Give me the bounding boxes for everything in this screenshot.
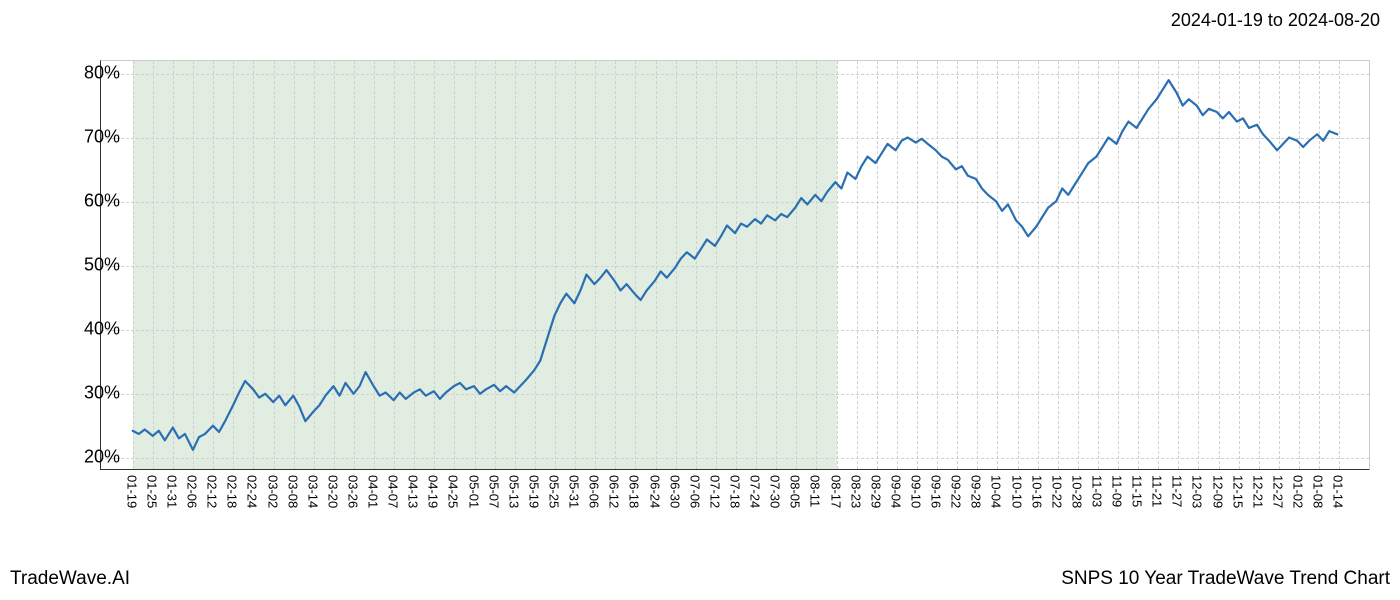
x-tick-label: 07-30	[768, 475, 783, 508]
y-tick-label: 20%	[60, 447, 120, 468]
x-tick-label: 08-23	[848, 475, 863, 508]
x-tick-label: 04-25	[446, 475, 461, 508]
y-tick-label: 60%	[60, 190, 120, 211]
x-tick-label: 11-09	[1110, 475, 1125, 507]
x-tick-label: 10-16	[1029, 475, 1044, 508]
trend-line	[133, 80, 1338, 450]
x-tick-label: 10-22	[1049, 475, 1064, 508]
x-tick-label: 02-24	[245, 475, 260, 508]
x-tick-label: 05-19	[526, 475, 541, 508]
x-tick-label: 05-31	[567, 475, 582, 508]
x-tick-label: 07-18	[728, 475, 743, 508]
x-tick-label: 01-25	[144, 475, 159, 508]
y-tick-label: 30%	[60, 383, 120, 404]
x-tick-label: 01-31	[164, 475, 179, 508]
date-range-label: 2024-01-19 to 2024-08-20	[1171, 10, 1380, 31]
y-tick-label: 80%	[60, 62, 120, 83]
x-tick-label: 08-05	[788, 475, 803, 508]
x-tick-label: 04-07	[386, 475, 401, 508]
x-tick-label: 09-10	[908, 475, 923, 508]
x-tick-label: 01-14	[1331, 475, 1346, 508]
x-tick-label: 11-21	[1150, 475, 1165, 507]
footer-brand: TradeWave.AI	[10, 568, 130, 590]
x-tick-label: 01-02	[1291, 475, 1306, 508]
x-tick-label: 06-24	[647, 475, 662, 508]
x-tick-label: 10-10	[1009, 475, 1024, 508]
x-tick-label: 04-01	[366, 475, 381, 508]
x-tick-label: 12-09	[1210, 475, 1225, 508]
x-tick-label: 04-13	[406, 475, 421, 508]
x-tick-label: 09-16	[929, 475, 944, 508]
x-tick-label: 11-03	[1089, 475, 1104, 507]
x-tick-label: 02-12	[205, 475, 220, 508]
x-tick-label: 06-30	[667, 475, 682, 508]
x-tick-label: 03-14	[305, 475, 320, 508]
trend-chart	[100, 60, 1370, 470]
x-tick-label: 08-29	[868, 475, 883, 508]
x-tick-label: 11-27	[1170, 475, 1185, 507]
x-tick-label: 10-28	[1069, 475, 1084, 508]
x-tick-label: 06-06	[587, 475, 602, 508]
x-tick-label: 07-06	[687, 475, 702, 508]
x-tick-label: 09-28	[969, 475, 984, 508]
x-tick-label: 12-27	[1270, 475, 1285, 508]
line-svg	[101, 61, 1369, 469]
x-tick-label: 10-04	[989, 475, 1004, 508]
x-tick-label: 07-24	[748, 475, 763, 508]
x-tick-label: 09-22	[949, 475, 964, 508]
y-tick-label: 40%	[60, 319, 120, 340]
x-tick-label: 02-06	[185, 475, 200, 508]
y-tick-label: 50%	[60, 255, 120, 276]
plot-region	[100, 60, 1370, 470]
x-tick-label: 06-18	[627, 475, 642, 508]
x-tick-label: 05-25	[547, 475, 562, 508]
x-tick-label: 08-11	[808, 475, 823, 507]
x-tick-label: 11-15	[1130, 475, 1145, 507]
x-tick-label: 03-02	[265, 475, 280, 508]
x-tick-label: 04-19	[426, 475, 441, 508]
x-tick-label: 07-12	[707, 475, 722, 508]
x-tick-label: 05-13	[506, 475, 521, 508]
x-tick-label: 02-18	[225, 475, 240, 508]
x-tick-label: 12-03	[1190, 475, 1205, 508]
x-tick-label: 03-20	[325, 475, 340, 508]
x-tick-label: 05-01	[466, 475, 481, 508]
x-tick-label: 01-19	[124, 475, 139, 508]
y-tick-label: 70%	[60, 126, 120, 147]
x-tick-label: 03-26	[345, 475, 360, 508]
x-tick-label: 08-17	[828, 475, 843, 508]
x-tick-label: 06-12	[607, 475, 622, 508]
x-tick-label: 12-21	[1250, 475, 1265, 508]
x-tick-label: 05-07	[486, 475, 501, 508]
x-tick-label: 03-08	[285, 475, 300, 508]
footer-chart-title: SNPS 10 Year TradeWave Trend Chart	[1061, 568, 1390, 590]
x-tick-label: 09-04	[888, 475, 903, 508]
x-tick-label: 12-15	[1230, 475, 1245, 508]
x-tick-label: 01-08	[1311, 475, 1326, 508]
